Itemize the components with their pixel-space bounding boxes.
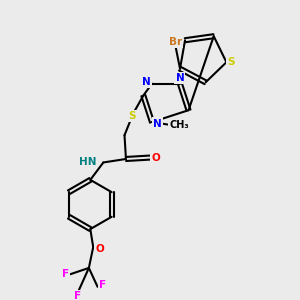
Text: F: F [99, 280, 106, 290]
Text: S: S [227, 57, 235, 67]
Text: N: N [176, 74, 184, 83]
Text: F: F [62, 269, 69, 279]
Text: O: O [152, 152, 160, 163]
Text: F: F [74, 291, 81, 300]
Text: CH₃: CH₃ [169, 120, 189, 130]
Text: HN: HN [80, 157, 97, 167]
Text: Br: Br [169, 37, 182, 47]
Text: N: N [142, 77, 151, 87]
Text: S: S [128, 111, 136, 121]
Text: O: O [95, 244, 104, 254]
Text: N: N [153, 118, 162, 128]
